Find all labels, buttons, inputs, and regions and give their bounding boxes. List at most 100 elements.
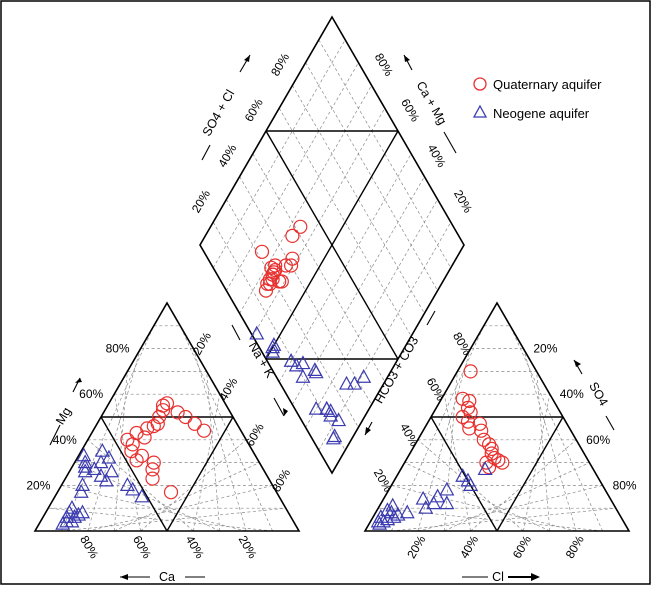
quaternary-anion-point <box>474 423 489 438</box>
neogene-cation-point <box>86 461 102 476</box>
neogene-cation-point <box>77 454 93 469</box>
neogene-anion-point <box>379 502 395 517</box>
anion-grid-a <box>404 462 550 532</box>
quaternary-diamond-point <box>274 274 289 289</box>
neogene-anion-point <box>430 488 446 503</box>
neogene-diamond-point <box>327 428 343 443</box>
quaternary-anion-point <box>495 455 510 470</box>
quaternary-anion-point <box>460 414 476 429</box>
neogene-cation-point <box>55 515 71 530</box>
neogene-cation-point <box>93 454 109 469</box>
quaternary-cation-point <box>146 455 161 470</box>
neogene-anion-point <box>385 497 401 512</box>
neogene-cation-point <box>77 458 93 473</box>
quaternary-diamond-point <box>284 258 299 273</box>
anion-grid-b <box>444 462 590 532</box>
neogene-diamond-point <box>356 368 372 383</box>
quaternary-diamond-point <box>262 276 278 291</box>
neogene-anion-point <box>463 477 479 491</box>
quaternary-anion-point <box>484 441 499 456</box>
neogene-anion-point <box>373 509 389 523</box>
neogene-cation-point <box>134 488 150 503</box>
mg-tick-label: 20% <box>26 478 50 492</box>
neogene-diamond-point <box>323 407 339 422</box>
quaternary-diamond-point <box>293 219 308 234</box>
neogene-diamond-point <box>308 400 324 415</box>
axis-label-cl-text: Cl <box>492 570 504 584</box>
quaternary-cation-point <box>155 403 171 418</box>
neogene-cation-point <box>98 472 114 487</box>
neogene-diamond-point <box>295 368 311 383</box>
legend-label-neogene: Neogene aquifer <box>493 106 590 121</box>
quaternary-anion-point <box>476 432 491 447</box>
cation-subfield-line <box>100 416 168 532</box>
quaternary-cation-point <box>129 453 144 468</box>
data-points <box>55 219 510 530</box>
legend: Quaternary aquifer Neogene aquifer <box>472 77 602 121</box>
neogene-anion-point <box>418 499 434 514</box>
neogene-cation-point <box>64 499 80 514</box>
quaternary-diamond-point <box>285 228 300 243</box>
quaternary-cation-point <box>163 485 179 500</box>
neogene-diamond-point <box>283 353 299 367</box>
neogene-anion-point <box>455 468 471 482</box>
mg-tick-label: 40% <box>53 433 77 447</box>
axis-label-ca: Ca <box>120 570 205 584</box>
neogene-anion-point <box>383 504 399 519</box>
quaternary-cation-point <box>196 423 212 438</box>
neogene-cation-point <box>59 513 75 528</box>
quaternary-cation-point <box>145 462 160 477</box>
neogene-diamond-point <box>266 337 282 351</box>
diamond-subfield-line <box>265 130 399 360</box>
so4-tick-label: 60% <box>586 433 610 447</box>
quaternary-anion-point <box>463 405 478 420</box>
neogene-cation-point <box>125 481 141 496</box>
quaternary-anion-point <box>463 364 478 379</box>
neogene-anion-point <box>379 511 395 526</box>
axis-label-cl: Cl <box>462 570 540 584</box>
neogene-diamond-point <box>295 355 311 370</box>
diagram-outlines <box>33 15 631 532</box>
anion-grid-b <box>536 371 551 532</box>
neogene-cation-point <box>93 468 109 482</box>
neogene-cation-point <box>71 506 87 521</box>
cation-subfield-line <box>166 416 234 532</box>
quaternary-cation-point <box>137 430 152 445</box>
neogene-anion-point <box>439 495 455 510</box>
neogene-anion-point <box>390 506 406 521</box>
quaternary-cation-point <box>145 471 160 486</box>
cation-grid-b <box>114 462 260 532</box>
quaternary-cation-point <box>125 437 140 452</box>
quaternary-diamond-point <box>285 251 300 266</box>
legend-triangle-marker <box>472 104 488 118</box>
so4-tick-label: 20% <box>533 342 557 356</box>
neogene-anion-point <box>439 481 455 496</box>
anion-grid-a <box>443 371 458 532</box>
quaternary-anion-point <box>472 416 487 431</box>
neogene-anion-point <box>426 495 442 510</box>
neogene-cation-point <box>77 463 93 478</box>
quaternary-cation-point <box>146 419 161 434</box>
neogene-anion-point <box>415 490 431 505</box>
neogene-cation-point <box>75 477 91 491</box>
quaternary-anion-point <box>455 409 470 425</box>
quaternary-diamond-point <box>262 272 278 287</box>
diamond-field <box>199 15 465 475</box>
quaternary-anion-point <box>455 391 470 406</box>
quaternary-anion-point <box>462 393 477 409</box>
cation-grid-b <box>206 371 221 532</box>
neogene-cation-point <box>73 483 89 498</box>
neogene-cation-point <box>76 447 92 462</box>
neogene-cation-point <box>101 449 117 464</box>
neogene-diamond-point <box>319 400 335 415</box>
mg-tick-label: 60% <box>79 387 103 401</box>
neogene-diamond-point <box>323 403 339 418</box>
quaternary-diamond-point <box>268 258 283 273</box>
quaternary-anion-point <box>479 455 494 470</box>
neogene-anion-point <box>399 504 415 519</box>
quaternary-cation-point <box>134 448 149 463</box>
neogene-diamond-point <box>308 364 324 379</box>
